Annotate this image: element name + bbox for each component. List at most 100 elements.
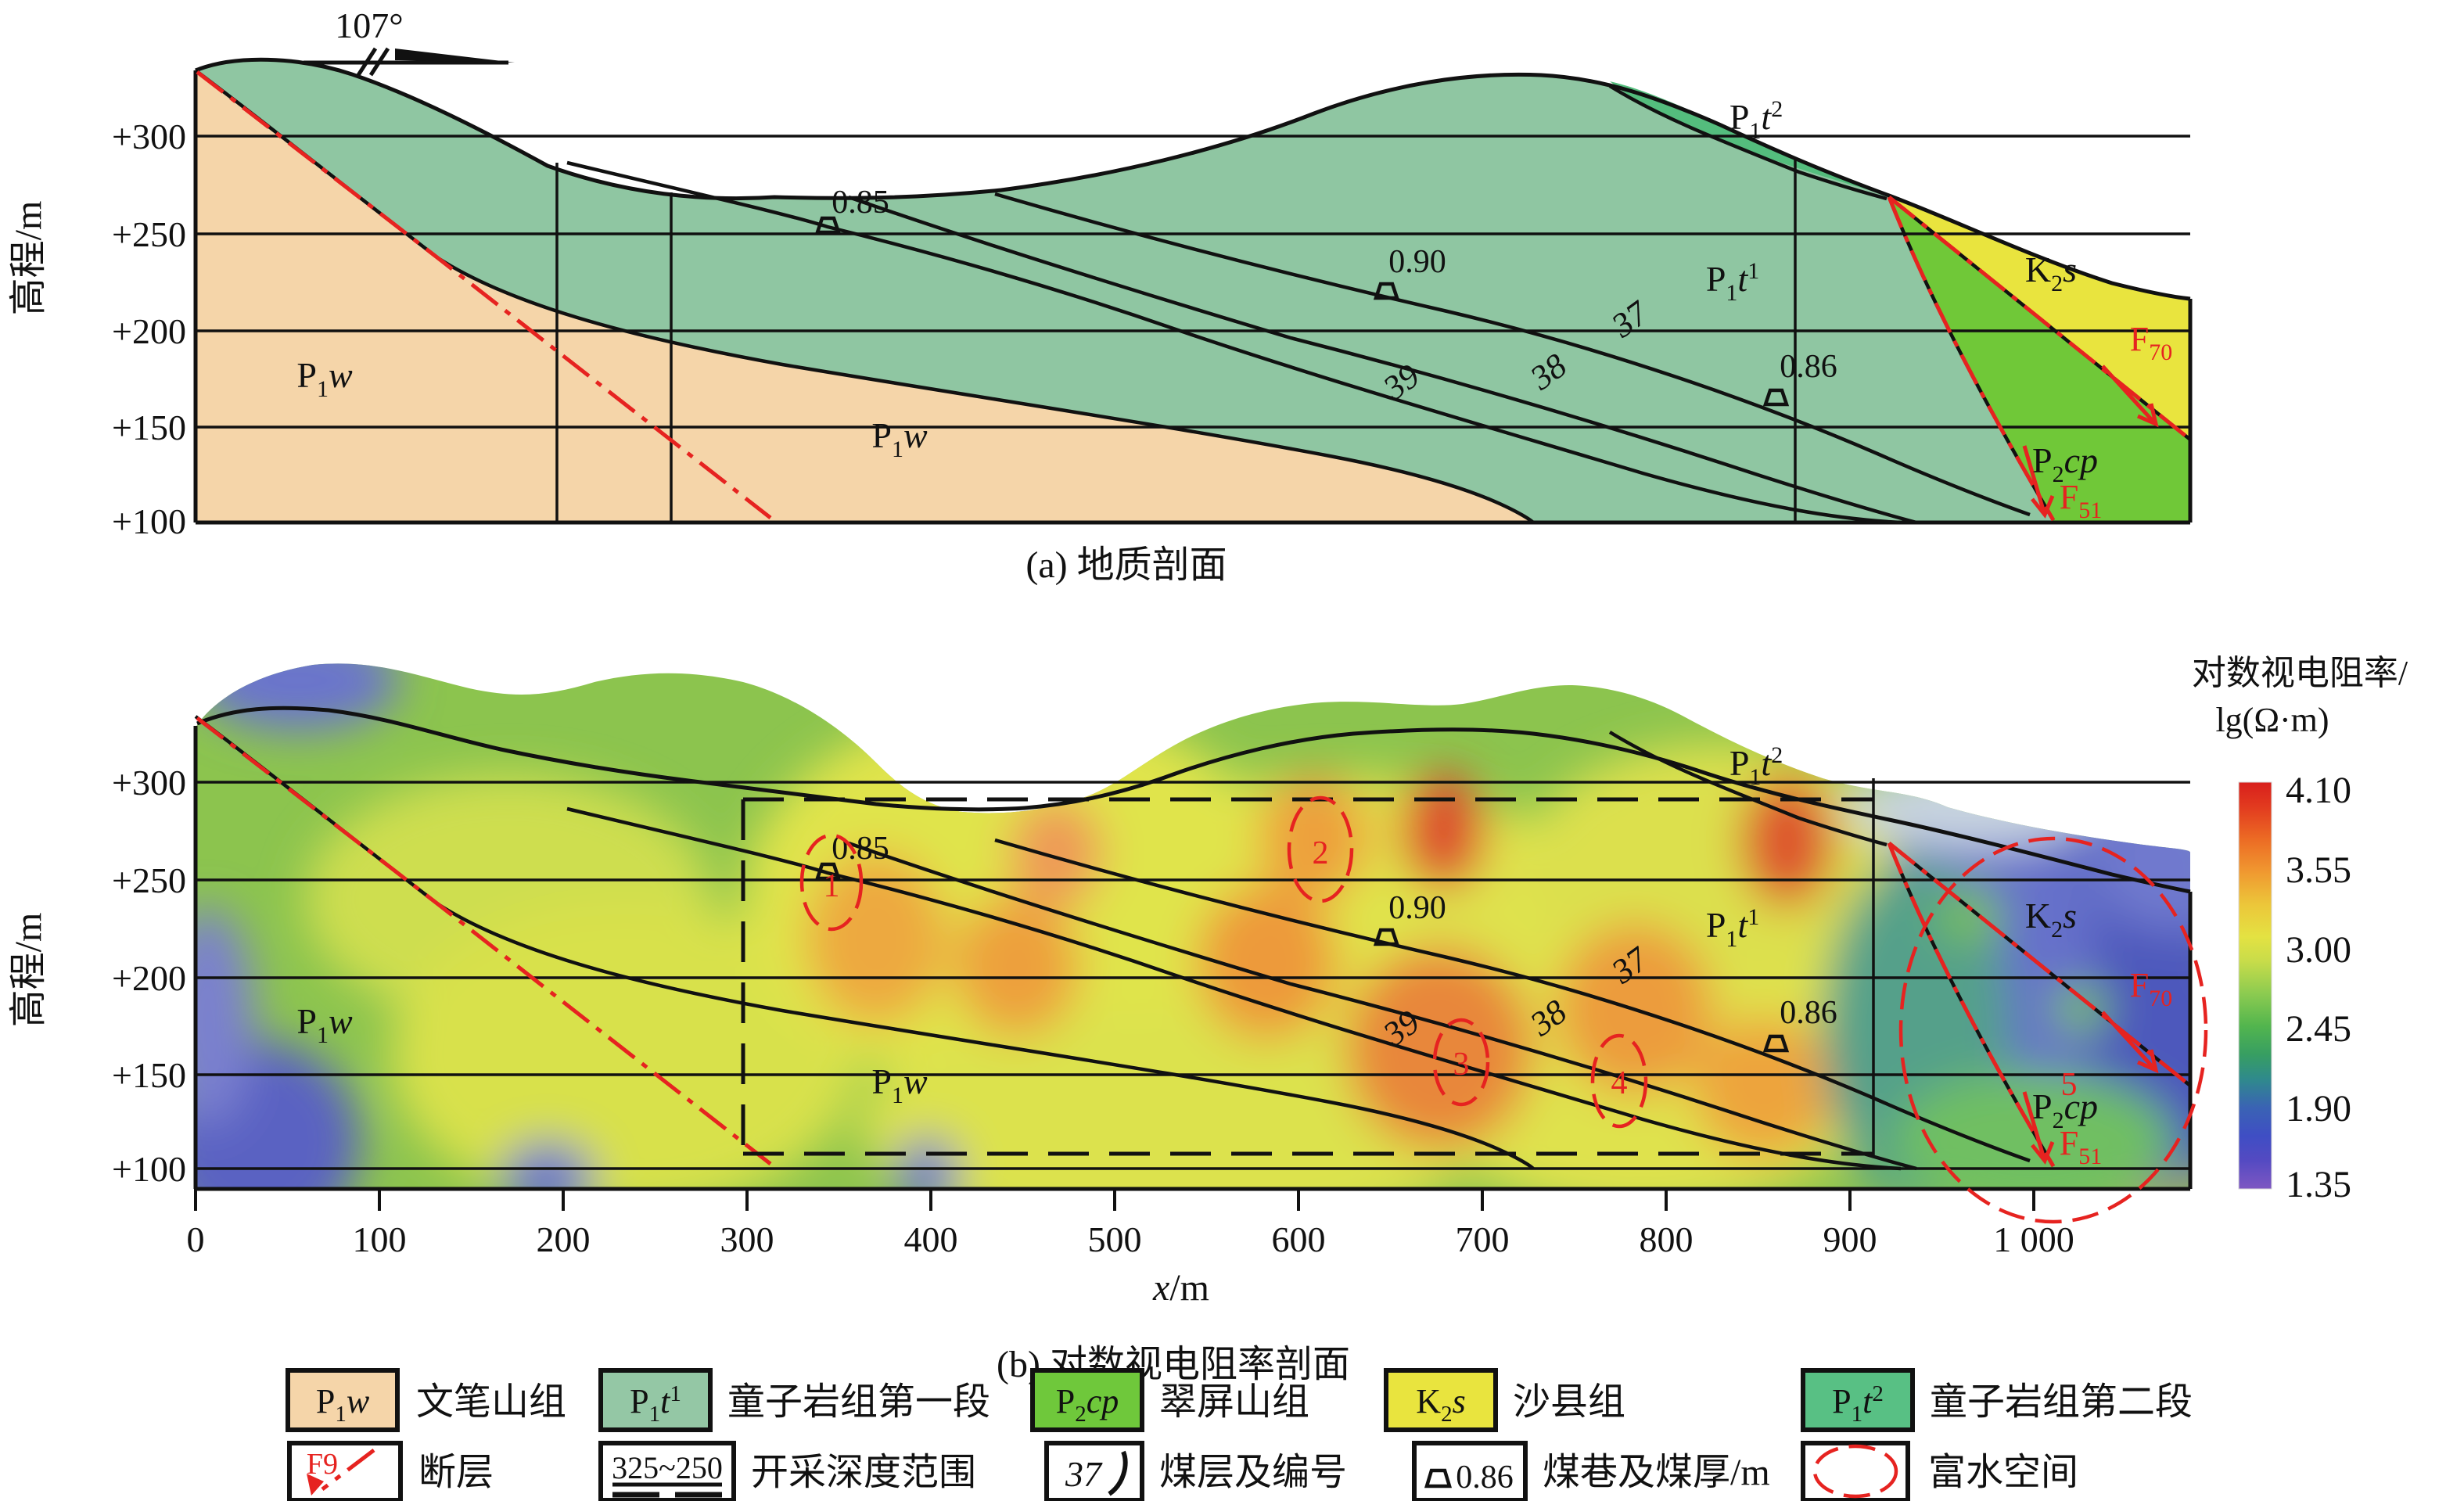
- azimuth-arrow: 107°: [304, 5, 515, 77]
- panel-b-xtick-300: 300: [720, 1219, 774, 1259]
- panel-b-xlabel: x/m: [1152, 1267, 1209, 1309]
- azimuth-pennant-icon: [395, 48, 515, 63]
- coal-seam-37-line: [994, 192, 2031, 517]
- panel-a-terrain-line: [195, 57, 2191, 301]
- panel-a-ytick-150: +150: [112, 408, 186, 447]
- panel-a-ytick-100: +100: [112, 501, 186, 541]
- legend-fault-sym: F9: [307, 1448, 338, 1481]
- colorbar-tick-410: 4.10: [2286, 770, 2351, 811]
- panel-b-ytick-200: +200: [112, 958, 186, 998]
- legend-swatch-k2s-label: K2s: [1416, 1382, 1465, 1427]
- legend-roadway-name: 煤巷及煤厚/m: [1543, 1452, 1770, 1493]
- panel-a-geological-section: P1w P1w P1t1 P1t2 K2s P2cp F70 F51 0.85 …: [8, 5, 2193, 586]
- legend-name-p1t1: 童子岩组第一段: [727, 1381, 990, 1423]
- panel-b-ytick-300: +300: [112, 763, 186, 803]
- panel-b-xtick-800: 800: [1640, 1219, 1694, 1259]
- circled-2: 2: [1313, 835, 1329, 871]
- p2cp-region: [1889, 197, 2190, 522]
- panel-b-gridlines: [196, 781, 2190, 1170]
- colorbar-tick-355: 3.55: [2286, 849, 2351, 891]
- colorbar: 对数视电阻率/ lg(Ω·m) 4.10 3.55 3.00 2.45 1.90…: [2192, 654, 2408, 1205]
- panel-b-xtick-700: 700: [1456, 1219, 1510, 1259]
- legend-fault-arrow-icon: [307, 1474, 324, 1496]
- panel-a-formation-fills: [196, 59, 2190, 522]
- thickness-086: 0.86: [1780, 349, 1837, 385]
- p1w-label-mid: P1w: [871, 415, 928, 462]
- water-ellipse-1: [799, 833, 864, 932]
- panel-b-ytick-100: +100: [112, 1149, 186, 1189]
- legend-name-p2cp: 翠屏山组: [1159, 1381, 1309, 1423]
- roadway-090-icon: [1373, 282, 1400, 300]
- west-fault-red-dashdot: [196, 70, 772, 519]
- colorbar-gradient: [2238, 781, 2272, 1190]
- panel-a-ytick-200: +200: [112, 311, 186, 351]
- water-ellipse-4: [1590, 1033, 1648, 1129]
- p1w-label-west: P1w: [296, 355, 353, 402]
- panel-b-axis: +300 +250 +200 +150 +100 高程/m 0 100 200 …: [8, 763, 2074, 1309]
- panel-a-ylabel: 高程/m: [8, 201, 49, 316]
- panel-b-ylabel: 高程/m: [8, 913, 49, 1028]
- panel-b-xtick-100: 100: [353, 1219, 407, 1259]
- panel-b-xticks-marks: [194, 1189, 2035, 1211]
- colorbar-tick-300: 3.00: [2286, 929, 2351, 971]
- f51-label: F51: [2060, 478, 2102, 523]
- circled-5: 5: [2061, 1067, 2078, 1103]
- circled-3: 3: [1453, 1047, 1470, 1083]
- roadway-086-icon: [1762, 388, 1790, 407]
- colorbar-tick-135: 1.35: [2286, 1164, 2351, 1205]
- f70-label: F70: [2130, 320, 2172, 365]
- f51-fault-red-dashdot: [1887, 196, 2056, 522]
- legend-swatch-p1w: [286, 1368, 400, 1432]
- legend-swatch-p1w-label: P1w: [316, 1382, 370, 1427]
- geology-overlay: P1w P1w P1t1 P1t2 K2s P2cp F70 F51 0.85 …: [194, 69, 2192, 525]
- legend-seam-curve-icon: [1108, 1450, 1128, 1496]
- panel-b-xtick-200: 200: [537, 1219, 591, 1259]
- legend-water-icon: [1812, 1444, 1898, 1499]
- legend-water-box: [1801, 1441, 1910, 1501]
- mining-depth-range-box: [741, 778, 1875, 1156]
- legend-swatch-k2s: [1384, 1368, 1498, 1432]
- p1t2-lower-boundary-line: [1608, 84, 1888, 201]
- legend-name-k2s: 沙县组: [1513, 1381, 1625, 1423]
- legend-fault-name: 断层: [418, 1452, 494, 1493]
- legend-water-name: 富水空间: [1928, 1452, 2078, 1493]
- p1t2-label: P1t2: [1729, 96, 1783, 144]
- panel-a-axis: +300 +250 +200 +150 +100 高程/m: [8, 117, 186, 541]
- panel-b-terrain-line: [196, 706, 2191, 894]
- legend-name-p1t2: 童子岩组第二段: [1930, 1381, 2193, 1423]
- legend-depth-name: 开采深度范围: [751, 1452, 976, 1493]
- legend-row-2: F9 断层 325~250 开采深度范围 37 煤层及编号 0.86 煤巷及煤厚…: [287, 1441, 2078, 1501]
- roadway-085-icon: [814, 216, 842, 235]
- colorbar-title-line1: 对数视电阻率/: [2192, 654, 2408, 692]
- legend-seam-sym: 37: [1065, 1454, 1103, 1494]
- resistivity-heatmap: [196, 663, 2190, 1189]
- legend-depth-sym: 325~250: [612, 1450, 723, 1485]
- panel-b-ytick-150: +150: [112, 1055, 186, 1095]
- legend-swatch-p1t2-label: P1t2: [1832, 1381, 1884, 1427]
- coal-seam-38-line: [848, 195, 1917, 525]
- legend: P1w 文笔山组 P1t1 童子岩组第一段 P2cp 翠屏山组 K2s 沙县组 …: [286, 1368, 2193, 1501]
- panel-b-ytick-250: +250: [112, 860, 186, 900]
- panel-b-xtick-0: 0: [187, 1219, 205, 1259]
- legend-name-p1w: 文笔山组: [416, 1381, 566, 1423]
- legend-row-1: P1w 文笔山组 P1t1 童子岩组第一段 P2cp 翠屏山组 K2s 沙县组 …: [286, 1368, 2193, 1432]
- panel-a-ytick-300: +300: [112, 117, 186, 156]
- panel-a-outline: [193, 57, 2193, 525]
- legend-roadway-icon: [1424, 1468, 1453, 1488]
- thickness-090: 0.90: [1388, 244, 1446, 280]
- circled-4: 4: [1611, 1065, 1628, 1101]
- legend-depth-box: [598, 1441, 736, 1501]
- p1t1-label: P1t1: [1706, 258, 1759, 306]
- water-ellipse-2: [1287, 795, 1354, 903]
- f70-fault-red-dashdot: [1888, 196, 2192, 441]
- p1w-region: [196, 70, 1533, 522]
- colorbar-tick-190: 1.90: [2286, 1088, 2351, 1129]
- panel-a-caption: (a) 地质剖面: [1025, 544, 1227, 586]
- panel-a-survey-lines: [555, 158, 1797, 522]
- coal-seam-39-line: [566, 160, 1902, 525]
- legend-seam-name: 煤层及编号: [1159, 1452, 1347, 1493]
- circled-1: 1: [824, 868, 840, 904]
- k2s-label: K2s: [2025, 250, 2077, 296]
